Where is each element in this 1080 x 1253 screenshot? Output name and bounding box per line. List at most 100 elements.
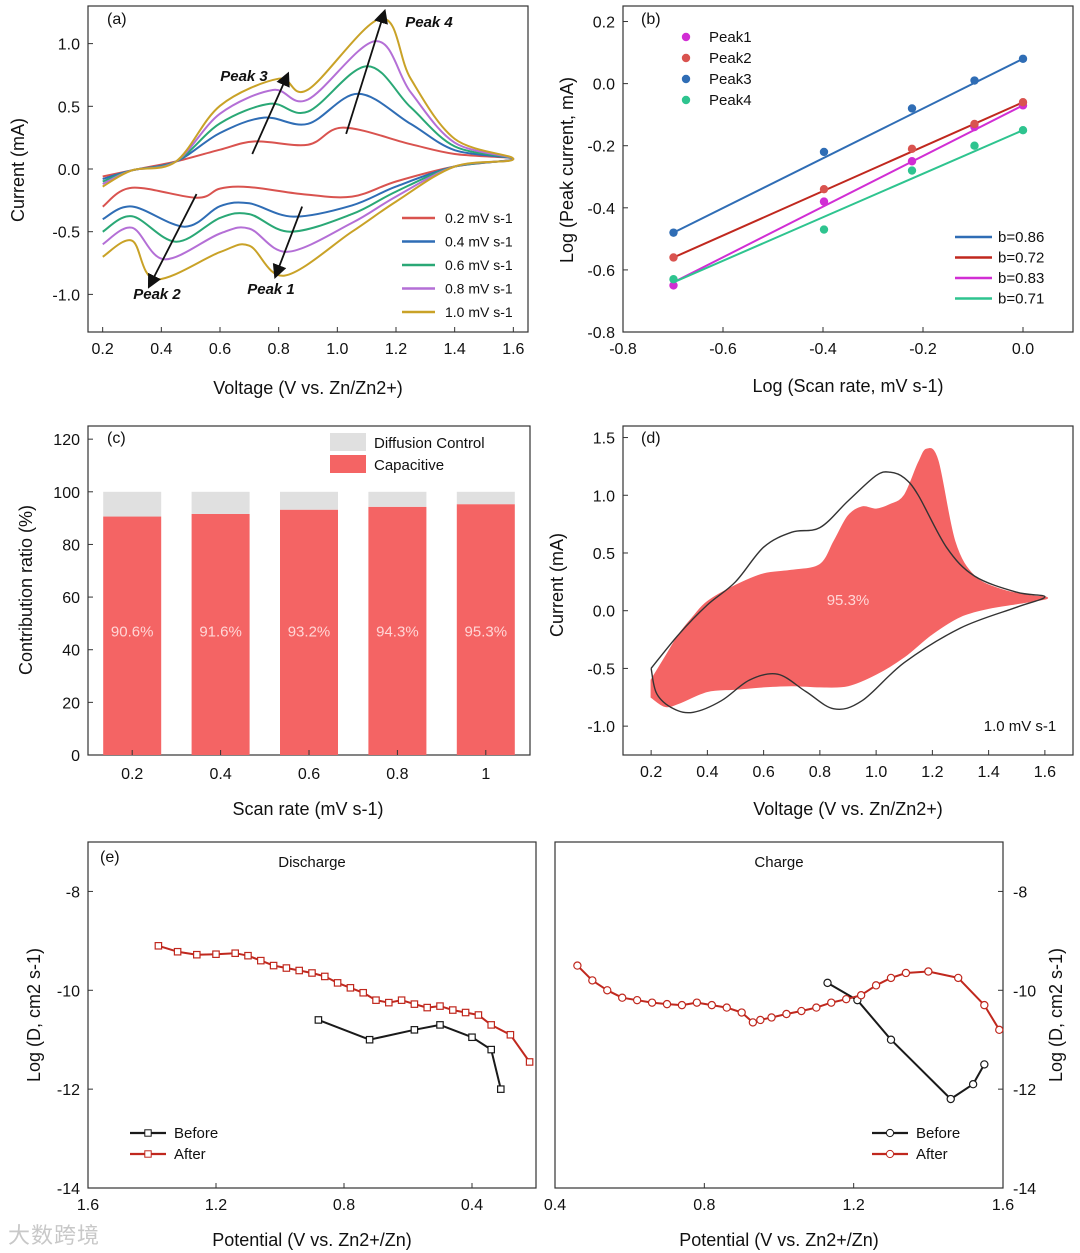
data-marker <box>525 1058 534 1066</box>
legend-label: After <box>916 1146 948 1163</box>
data-marker <box>449 1006 457 1014</box>
data-marker <box>244 951 252 960</box>
y-axis-label-e-right: Log (D, cm2 s-1) <box>1046 948 1066 1082</box>
data-point <box>907 104 917 113</box>
legend-marker <box>144 1150 152 1158</box>
legend-marker <box>681 74 691 84</box>
data-marker <box>603 986 612 995</box>
cv-curve <box>102 40 515 261</box>
legend-label: 0.8 mV s-1 <box>445 281 513 297</box>
data-point <box>907 144 917 154</box>
data-marker <box>842 994 851 1004</box>
fit-line <box>673 104 1024 284</box>
data-point <box>1018 54 1028 63</box>
legend-marker <box>885 1128 895 1138</box>
x-axis-label-d: Voltage (V vs. Zn/Zn2+) <box>753 799 943 819</box>
data-marker <box>737 1008 746 1017</box>
legend-marker <box>681 53 691 63</box>
data-marker <box>497 1085 505 1093</box>
y-tick-label: 0.0 <box>58 162 80 179</box>
data-marker <box>308 969 316 977</box>
y-tick-label: -14 <box>57 1181 80 1198</box>
data-marker <box>618 993 627 1002</box>
data-point <box>819 184 829 194</box>
x-tick-label: 1.6 <box>1034 764 1056 781</box>
data-marker <box>365 1035 374 1044</box>
data-marker <box>995 1025 1004 1035</box>
x-tick-label: 0.6 <box>753 764 775 781</box>
data-marker <box>372 996 380 1004</box>
y-tick-label: -1.0 <box>587 719 615 736</box>
legend-label: Peak3 <box>709 71 752 88</box>
data-marker <box>812 1003 821 1012</box>
data-marker <box>823 978 832 988</box>
bar-capacitive <box>103 516 162 755</box>
legend-label: After <box>174 1146 206 1163</box>
y-tick-label: 1.0 <box>593 488 615 505</box>
data-point <box>669 253 678 262</box>
series-line <box>576 964 1001 1031</box>
legend-label: b=0.71 <box>998 291 1044 308</box>
peak-arrow <box>272 206 303 279</box>
y-tick-label: -12 <box>1013 1082 1036 1099</box>
data-marker <box>410 1026 419 1034</box>
data-marker <box>173 947 182 956</box>
x-tick-label: 0.2 <box>121 766 143 783</box>
legend-label: b=0.83 <box>998 270 1044 287</box>
y-tick-label: 1.5 <box>593 431 615 448</box>
data-marker <box>954 973 963 983</box>
x-tick-label: 0.8 <box>333 1197 355 1214</box>
data-marker <box>886 1035 896 1044</box>
legend-label: 0.6 mV s-1 <box>445 257 513 273</box>
x-tick-label: 0.8 <box>268 341 290 358</box>
panel-label-e: (e) <box>100 849 120 866</box>
x-tick-label: 0.8 <box>386 766 408 783</box>
x-tick-label: -0.6 <box>709 341 737 358</box>
x-axis-label-e: Potential (V vs. Zn2+/Zn) <box>679 1230 879 1250</box>
y-tick-label: -14 <box>1013 1181 1036 1198</box>
series-line <box>826 982 986 1100</box>
data-point <box>669 281 678 290</box>
data-marker <box>662 999 672 1009</box>
data-point <box>669 228 678 237</box>
watermark-text: 大数跨境 <box>8 1224 101 1249</box>
y-tick-label: -1.0 <box>52 287 80 304</box>
data-marker <box>980 1000 989 1010</box>
data-marker <box>588 976 597 985</box>
data-marker <box>782 1009 791 1019</box>
y-tick-label: -0.5 <box>587 661 615 678</box>
data-marker <box>487 1021 496 1029</box>
data-point <box>1018 98 1028 107</box>
cv-curve <box>102 17 515 281</box>
fit-line <box>673 129 1024 284</box>
x-tick-label: 1.2 <box>385 341 407 358</box>
legend-swatch <box>330 455 366 473</box>
data-marker <box>632 995 642 1005</box>
peak-arrow <box>345 8 388 135</box>
y-tick-label: -0.5 <box>52 225 80 242</box>
bar-capacitive <box>456 504 515 755</box>
data-marker <box>647 998 657 1007</box>
x-axis-label-b: Log (Scan rate, mV s-1) <box>752 376 943 396</box>
x-tick-label: 0.4 <box>544 1197 566 1214</box>
x-axis-label-e: Potential (V vs. Zn2+/Zn) <box>212 1230 412 1250</box>
x-tick-label: 0.8 <box>809 764 831 781</box>
x-axis-label-c: Scan rate (mV s-1) <box>232 799 383 819</box>
x-tick-label: -0.2 <box>909 341 937 358</box>
bar-capacitive <box>280 509 338 755</box>
x-tick-label: 0.8 <box>693 1197 715 1214</box>
y-tick-label: 0 <box>71 748 80 765</box>
bar-diffusion <box>368 491 427 507</box>
data-marker <box>257 956 265 965</box>
legend-marker <box>681 32 691 42</box>
panel-label-c: (c) <box>107 430 126 447</box>
legend-label: 0.2 mV s-1 <box>445 210 513 226</box>
data-marker <box>827 998 836 1007</box>
y-tick-label: -12 <box>57 1082 80 1099</box>
x-tick-label: 0.6 <box>209 341 231 358</box>
data-point <box>970 119 979 129</box>
y-tick-label: 0.5 <box>58 99 80 116</box>
y-tick-label: 0.2 <box>593 15 615 32</box>
bar-data-label: 90.6% <box>111 624 154 641</box>
